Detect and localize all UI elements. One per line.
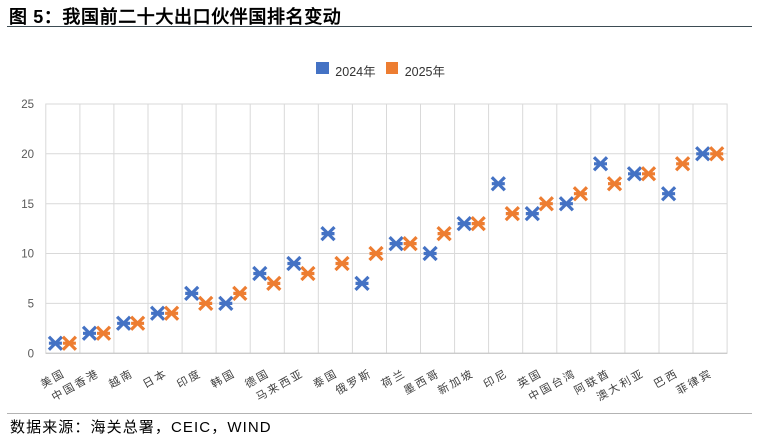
svg-text:20: 20 (21, 149, 34, 161)
svg-text:10: 10 (21, 249, 34, 261)
svg-text:墨西哥: 墨西哥 (402, 367, 443, 398)
svg-text:新加坡: 新加坡 (435, 366, 476, 397)
svg-text:俄罗斯: 俄罗斯 (333, 367, 374, 398)
svg-text:印尼: 印尼 (481, 367, 510, 391)
svg-text:日本: 日本 (140, 366, 170, 391)
svg-text:菲律宾: 菲律宾 (674, 366, 715, 397)
svg-text:越南: 越南 (106, 366, 136, 391)
svg-text:0: 0 (28, 348, 34, 360)
svg-text:15: 15 (21, 199, 34, 211)
svg-text:25: 25 (21, 99, 34, 111)
svg-text:印度: 印度 (174, 366, 204, 391)
svg-text:韩国: 韩国 (208, 366, 238, 391)
svg-text:5: 5 (28, 299, 34, 311)
